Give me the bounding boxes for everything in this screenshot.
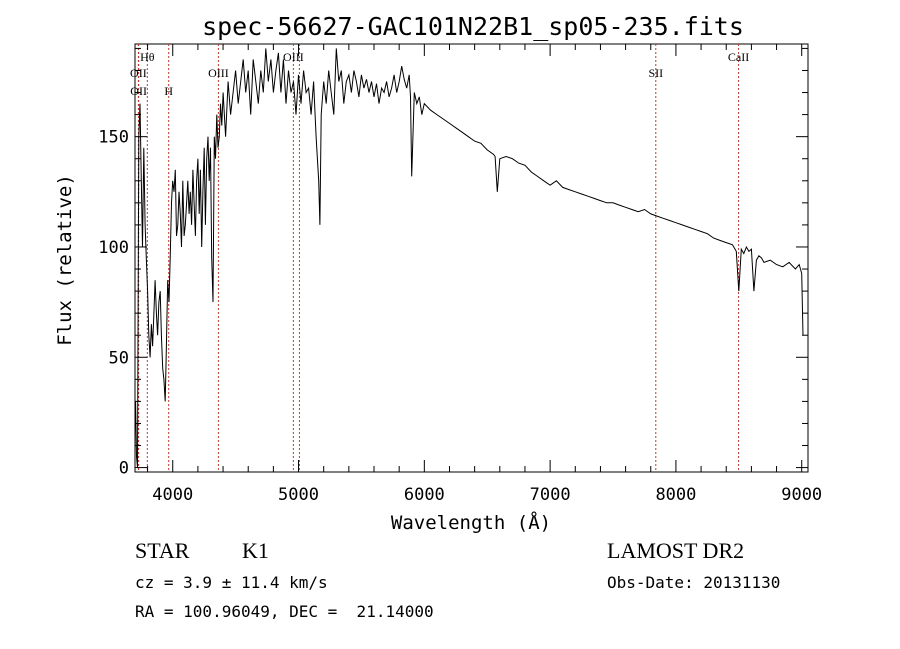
x-tick-label: 7000 bbox=[530, 485, 571, 505]
object-class: STAR bbox=[135, 538, 190, 563]
survey-name: LAMOST DR2 bbox=[607, 538, 745, 563]
observation-date: Obs-Date: 20131130 bbox=[607, 573, 781, 592]
line-marker-label: H bbox=[164, 84, 173, 98]
y-axis-ticks: 0 50 100 150 bbox=[98, 47, 808, 479]
y-tick-label: 0 bbox=[119, 459, 129, 479]
x-tick-label: 5000 bbox=[278, 485, 319, 505]
x-axis-ticks: 4000 5000 6000 7000 8000 9000 bbox=[147, 44, 822, 505]
x-tick-label: 8000 bbox=[655, 485, 696, 505]
chart-title: spec-56627-GAC101N22B1_sp05-235.fits bbox=[202, 12, 744, 41]
line-marker-label: OIII bbox=[283, 50, 304, 64]
line-marker-label: OIII bbox=[208, 66, 229, 80]
line-marker-label: OII bbox=[130, 84, 147, 98]
y-tick-label: 50 bbox=[109, 348, 129, 368]
redshift-readout: cz = 3.9 ± 11.4 km/s bbox=[135, 573, 328, 592]
line-marker-label: SII bbox=[648, 66, 663, 80]
plot-frame bbox=[134, 43, 809, 473]
line-marker-label: Hθ bbox=[140, 50, 155, 64]
x-tick-label: 6000 bbox=[404, 485, 445, 505]
line-marker-label: CaII bbox=[728, 50, 749, 64]
x-tick-label: 9000 bbox=[781, 485, 822, 505]
object-subclass: K1 bbox=[242, 538, 269, 563]
spectrum-line bbox=[135, 48, 804, 468]
y-tick-label: 150 bbox=[98, 128, 129, 148]
x-axis-label: Wavelength (Å) bbox=[391, 511, 551, 534]
x-tick-label: 4000 bbox=[152, 485, 193, 505]
y-tick-label: 100 bbox=[98, 238, 129, 258]
coordinates-readout: RA = 100.96049, DEC = 21.14000 bbox=[135, 602, 434, 621]
y-axis-label: Flux (relative) bbox=[54, 174, 76, 346]
